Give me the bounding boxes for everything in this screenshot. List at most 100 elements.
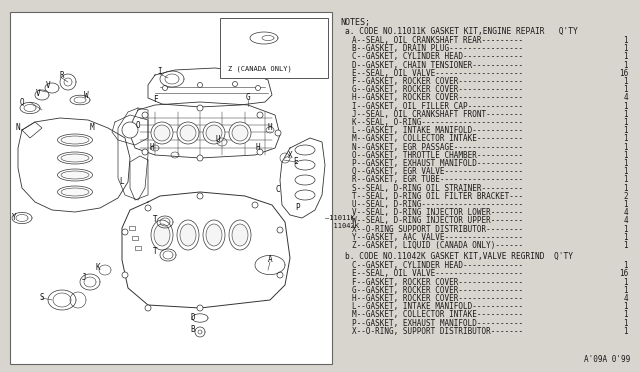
Text: O--GASKET, THROTTLE CHAMBER----------: O--GASKET, THROTTLE CHAMBER---------- — [352, 151, 523, 160]
Bar — [129, 226, 135, 230]
Text: T: T — [153, 247, 157, 257]
Circle shape — [129, 130, 135, 136]
Text: 1: 1 — [623, 118, 628, 127]
Text: S: S — [40, 294, 44, 302]
Text: O: O — [136, 121, 140, 129]
Circle shape — [252, 202, 258, 208]
Text: C--GASKET, CYLINDER HEAD-------------: C--GASKET, CYLINDER HEAD------------- — [352, 261, 523, 270]
Text: 1: 1 — [623, 225, 628, 234]
Text: 2: 2 — [623, 192, 628, 201]
Ellipse shape — [58, 169, 93, 181]
Text: 11042K: 11042K — [325, 223, 359, 229]
Text: 1: 1 — [623, 52, 628, 61]
Text: 1: 1 — [623, 176, 628, 185]
Text: 1: 1 — [623, 134, 628, 143]
Text: J: J — [82, 273, 86, 282]
Text: C: C — [276, 186, 280, 195]
Text: 1: 1 — [623, 110, 628, 119]
Circle shape — [180, 125, 196, 141]
Text: 1: 1 — [623, 310, 628, 320]
Text: X--O-RING SUPPORT DISTRIBUTOR--------: X--O-RING SUPPORT DISTRIBUTOR-------- — [352, 225, 523, 234]
Text: N--GASKET, EGR PASSAGE---------------: N--GASKET, EGR PASSAGE--------------- — [352, 142, 523, 152]
Ellipse shape — [61, 188, 89, 196]
Text: M: M — [90, 124, 94, 132]
Text: NOTES;: NOTES; — [340, 18, 370, 27]
Text: a. CODE NO.11011K GASKET KIT,ENGINE REPAIR   Q'TY: a. CODE NO.11011K GASKET KIT,ENGINE REPA… — [345, 27, 578, 36]
Circle shape — [257, 112, 263, 118]
Text: F: F — [153, 96, 157, 105]
Circle shape — [206, 125, 222, 141]
Text: F--GASKET, ROCKER COVER--------------: F--GASKET, ROCKER COVER-------------- — [352, 278, 523, 286]
Ellipse shape — [151, 220, 173, 250]
Text: 1: 1 — [623, 85, 628, 94]
Text: 1: 1 — [623, 184, 628, 193]
Text: 1: 1 — [623, 241, 628, 250]
Text: U: U — [216, 135, 220, 144]
Text: 1: 1 — [623, 159, 628, 168]
Text: Q--GASKET, EGR VALVE-----------------: Q--GASKET, EGR VALVE----------------- — [352, 167, 523, 176]
Text: 1: 1 — [623, 61, 628, 70]
Bar — [220, 18, 328, 78]
Ellipse shape — [206, 224, 222, 246]
Text: T--SEAL, D-RING OIL FILTER BRACKET---: T--SEAL, D-RING OIL FILTER BRACKET--- — [352, 192, 523, 201]
Ellipse shape — [58, 186, 93, 198]
Circle shape — [232, 125, 248, 141]
Text: 1: 1 — [623, 36, 628, 45]
Text: E--SEAL, OIL VALVE-------------------: E--SEAL, OIL VALVE------------------- — [352, 269, 523, 278]
Bar — [10, 12, 332, 364]
Text: M--GASKET, COLLECTOR INTAKE----------: M--GASKET, COLLECTOR INTAKE---------- — [352, 310, 523, 320]
Circle shape — [255, 86, 260, 90]
Circle shape — [229, 122, 251, 144]
Circle shape — [122, 122, 138, 138]
Text: 4: 4 — [623, 217, 628, 225]
Text: A--SEAL, OIL CRANKSHAFT REAR---------: A--SEAL, OIL CRANKSHAFT REAR--------- — [352, 36, 523, 45]
Circle shape — [145, 205, 151, 211]
Text: N: N — [16, 124, 20, 132]
Ellipse shape — [61, 136, 89, 144]
Text: 4: 4 — [623, 93, 628, 102]
Bar — [132, 236, 138, 240]
Ellipse shape — [58, 134, 93, 146]
Ellipse shape — [180, 224, 196, 246]
Circle shape — [257, 149, 263, 155]
Circle shape — [197, 105, 203, 111]
Circle shape — [154, 125, 170, 141]
Text: 1: 1 — [623, 327, 628, 336]
Text: U--SEAL, D-RING----------------------: U--SEAL, D-RING---------------------- — [352, 200, 523, 209]
Text: 1: 1 — [623, 200, 628, 209]
Text: E: E — [294, 157, 298, 167]
Text: R--GASKET, EGR TUBE------------------: R--GASKET, EGR TUBE------------------ — [352, 176, 523, 185]
Text: 1: 1 — [623, 77, 628, 86]
Text: A: A — [268, 256, 272, 264]
Text: D--GASKET, CHAIN TENSIONER-----------: D--GASKET, CHAIN TENSIONER----------- — [352, 61, 523, 70]
Circle shape — [197, 193, 203, 199]
Text: E--SEAL, OIL VALVE-------------------: E--SEAL, OIL VALVE------------------- — [352, 69, 523, 78]
Circle shape — [275, 130, 281, 136]
Text: P--GASKET, EXHAUST MANIFOLD----------: P--GASKET, EXHAUST MANIFOLD---------- — [352, 318, 523, 328]
Circle shape — [142, 149, 148, 155]
Text: 1: 1 — [623, 167, 628, 176]
Text: I: I — [157, 67, 163, 77]
Text: M--GASKET, COLLECTOR INTAKE----------: M--GASKET, COLLECTOR INTAKE---------- — [352, 134, 523, 143]
Text: S--SEAL, D-RING OIL STRAINER---------: S--SEAL, D-RING OIL STRAINER--------- — [352, 184, 523, 193]
Text: V: V — [36, 89, 40, 97]
Text: 1: 1 — [623, 261, 628, 270]
Text: 1: 1 — [623, 142, 628, 152]
Circle shape — [145, 305, 151, 311]
Text: G--GASKET, ROCKER COVER--------------: G--GASKET, ROCKER COVER-------------- — [352, 85, 523, 94]
Text: F--GASKET, ROCKER COVER--------------: F--GASKET, ROCKER COVER-------------- — [352, 77, 523, 86]
Ellipse shape — [61, 154, 89, 162]
Text: 1: 1 — [623, 302, 628, 311]
Circle shape — [177, 122, 199, 144]
Text: W: W — [84, 92, 88, 100]
Circle shape — [197, 155, 203, 161]
Text: D: D — [191, 314, 195, 323]
Text: 1: 1 — [623, 126, 628, 135]
Text: G: G — [246, 93, 250, 103]
Circle shape — [122, 229, 128, 235]
Text: 16: 16 — [619, 69, 628, 78]
Ellipse shape — [154, 224, 170, 246]
Circle shape — [203, 122, 225, 144]
Text: 4: 4 — [623, 208, 628, 217]
Text: X--O-RING, SUPPORT DISTRIBUTOR-------: X--O-RING, SUPPORT DISTRIBUTOR------- — [352, 327, 523, 336]
